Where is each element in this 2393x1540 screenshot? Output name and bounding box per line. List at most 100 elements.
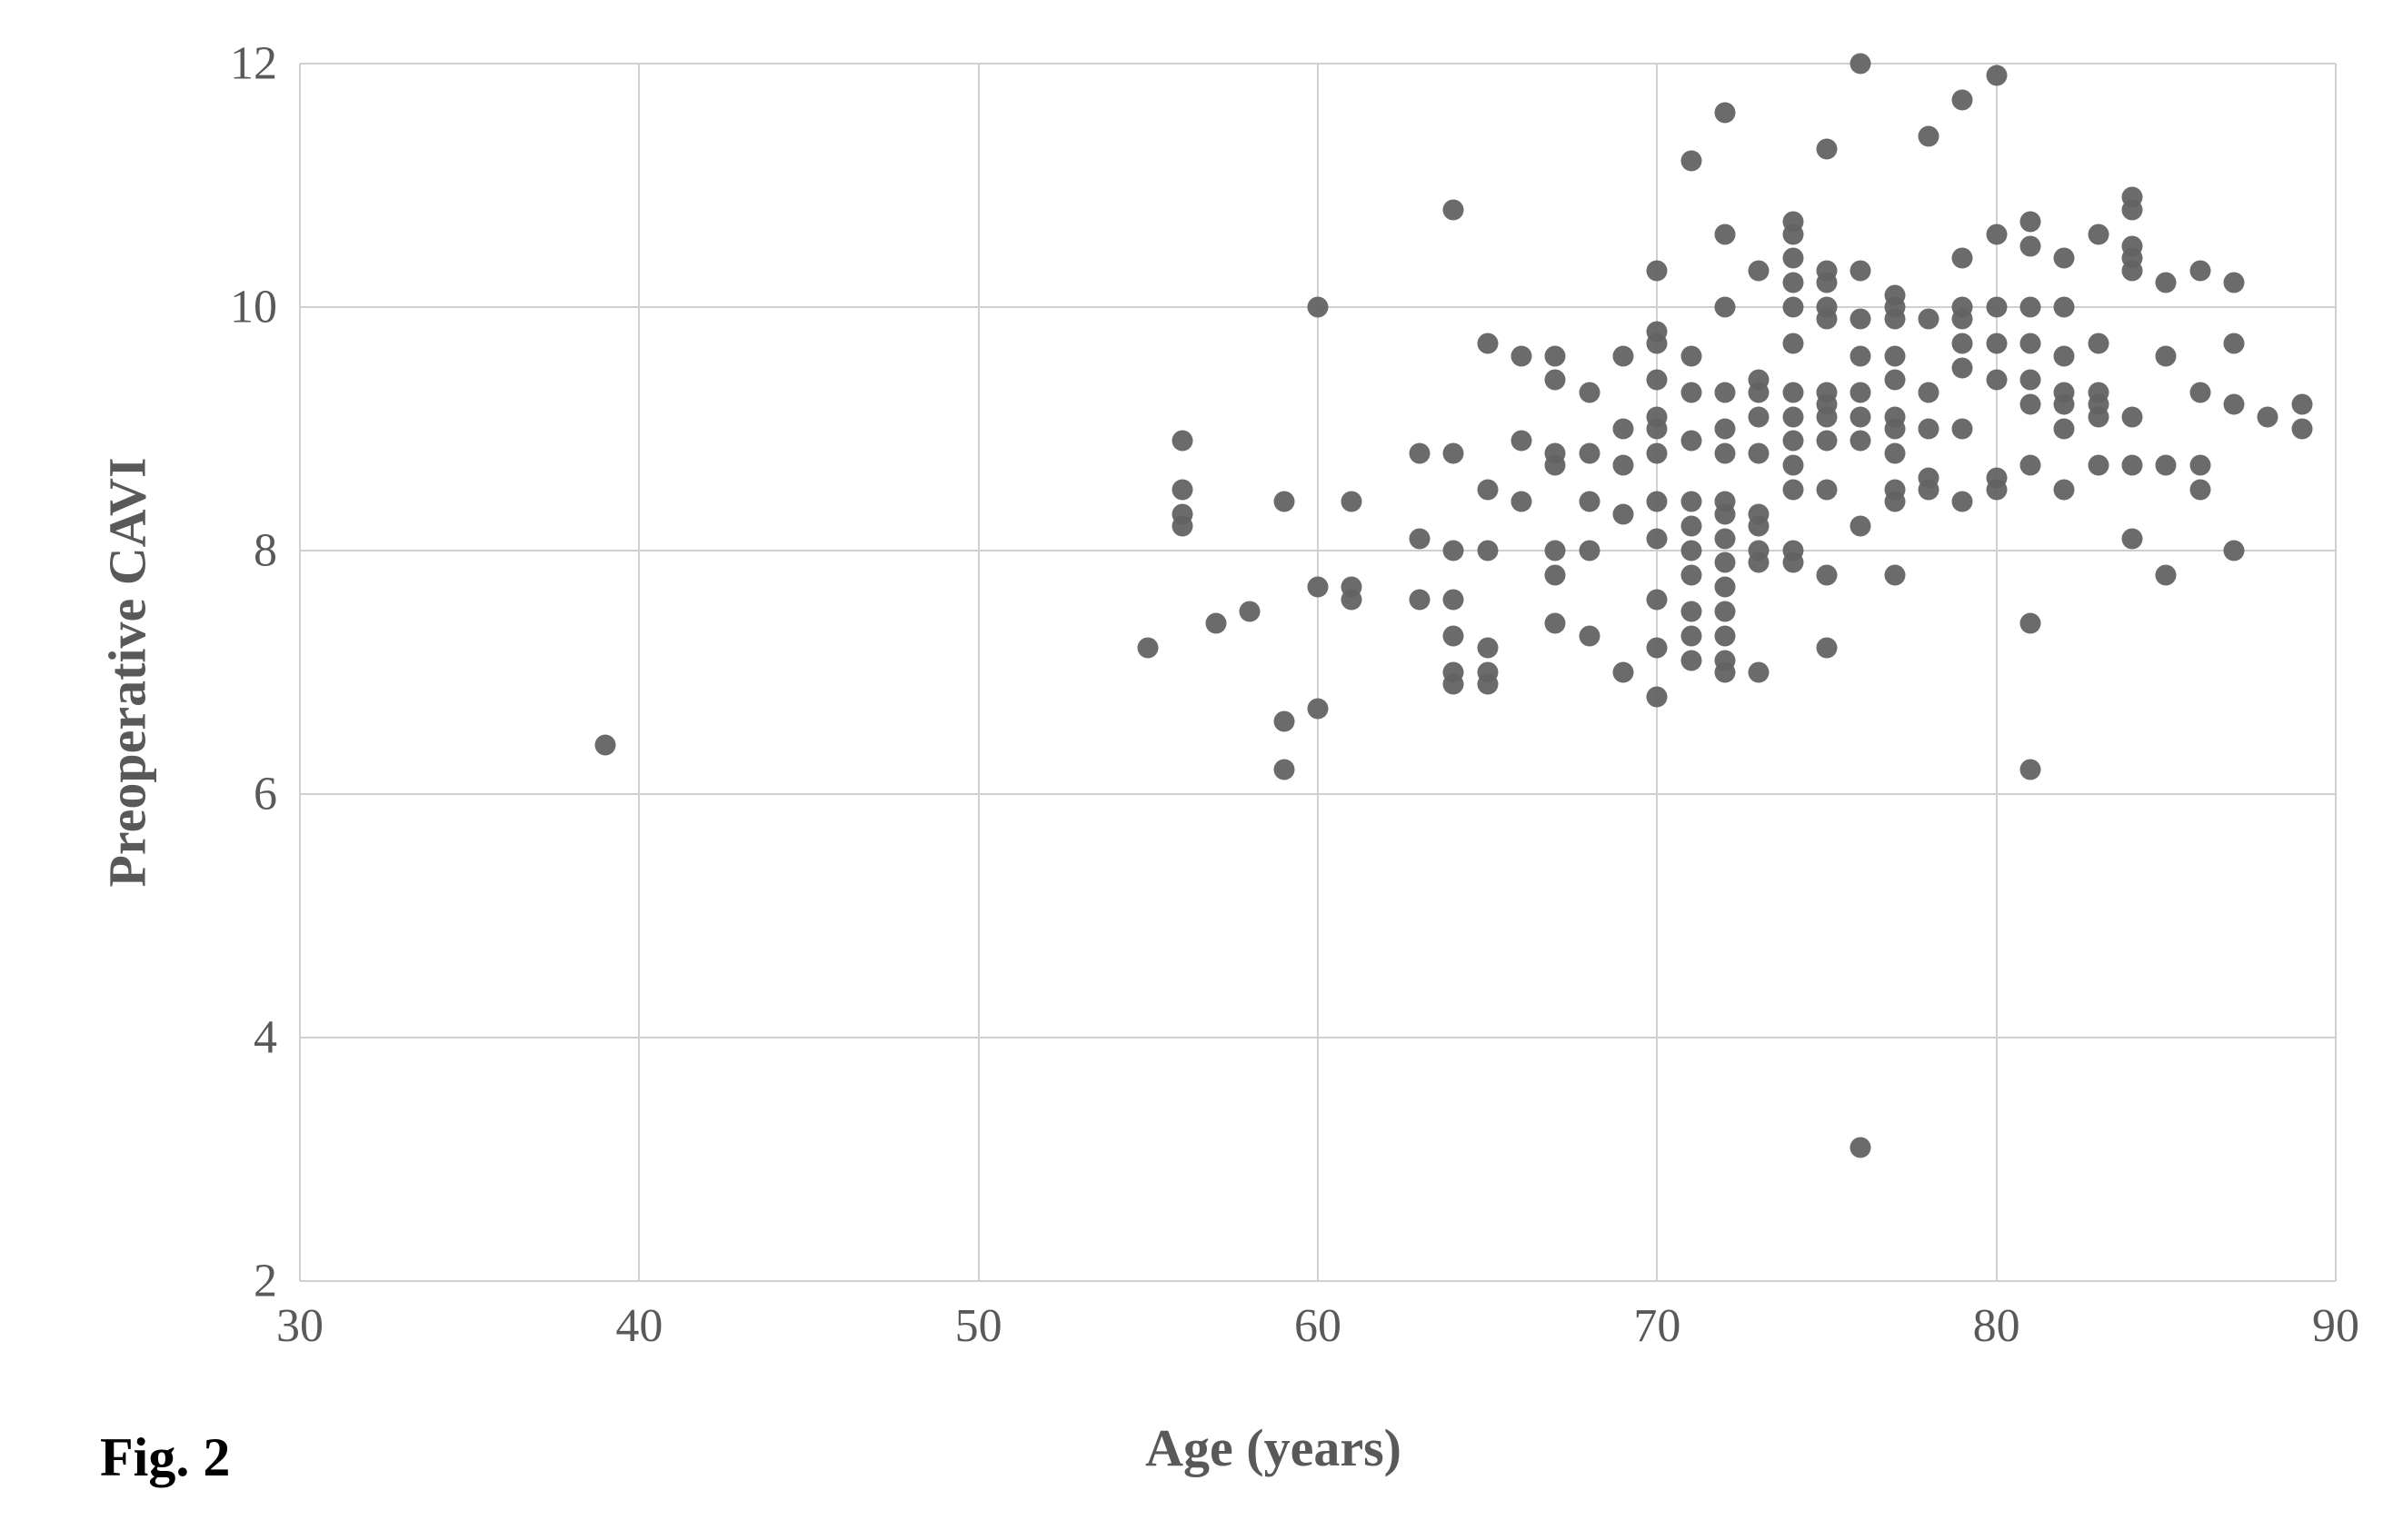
scatter-point	[1850, 260, 1871, 281]
chart-container: Preoperative CAVI Age (years) Fig. 2 304…	[0, 0, 2393, 1540]
scatter-point	[1680, 516, 1701, 537]
scatter-point	[2291, 419, 2312, 440]
scatter-point	[2189, 480, 2210, 501]
scatter-point	[1410, 442, 1431, 463]
scatter-point	[1477, 480, 1498, 501]
scatter-point	[1545, 455, 1566, 476]
scatter-point	[1884, 370, 1905, 391]
scatter-point	[1952, 358, 1973, 379]
scatter-point	[1782, 224, 1803, 244]
scatter-point	[2189, 382, 2210, 402]
scatter-point	[1613, 345, 1634, 366]
scatter-point	[1986, 370, 2007, 391]
scatter-point	[1782, 382, 1803, 402]
scatter-point	[1782, 297, 1803, 318]
scatter-point	[1884, 442, 1905, 463]
scatter-point	[2020, 455, 2041, 476]
scatter-point	[1817, 138, 1838, 159]
scatter-point	[1884, 564, 1905, 585]
scatter-point	[2054, 419, 2075, 440]
scatter-point	[1443, 589, 1464, 610]
scatter-point	[1410, 528, 1431, 549]
scatter-point	[1443, 625, 1464, 646]
scatter-point	[1545, 613, 1566, 634]
scatter-point	[1680, 492, 1701, 512]
scatter-point	[2020, 297, 2041, 318]
scatter-point	[1715, 625, 1736, 646]
scatter-point	[1308, 297, 1329, 318]
scatter-point	[1884, 492, 1905, 512]
scatter-point	[1749, 442, 1770, 463]
scatter-point	[1647, 492, 1668, 512]
scatter-point	[1477, 674, 1498, 695]
scatter-point	[1680, 541, 1701, 561]
scatter-point	[1341, 589, 1362, 610]
scatter-point	[1749, 552, 1770, 573]
scatter-point	[1511, 492, 1532, 512]
scatter-point	[2088, 224, 2109, 244]
scatter-point	[1782, 333, 1803, 354]
scatter-point	[2122, 528, 2143, 549]
scatter-point	[1172, 480, 1192, 501]
scatter-point	[1715, 552, 1736, 573]
scatter-point	[1817, 564, 1838, 585]
scatter-point	[1817, 638, 1838, 659]
scatter-point	[1884, 309, 1905, 330]
scatter-point	[1613, 455, 1634, 476]
scatter-point	[1782, 431, 1803, 452]
grid-hline	[300, 1037, 2336, 1038]
y-tick-label: 10	[230, 281, 277, 334]
scatter-point	[1579, 625, 1600, 646]
scatter-point	[595, 735, 616, 756]
x-tick-label: 80	[1973, 1299, 2020, 1353]
scatter-point	[1715, 102, 1736, 123]
scatter-point	[2020, 370, 2041, 391]
scatter-point	[2020, 394, 2041, 415]
scatter-point	[1647, 686, 1668, 707]
scatter-point	[2156, 564, 2177, 585]
scatter-point	[1919, 309, 1939, 330]
scatter-point	[1273, 760, 1294, 780]
scatter-point	[2224, 273, 2245, 293]
scatter-point	[2020, 760, 2041, 780]
scatter-point	[1884, 419, 1905, 440]
scatter-point	[1952, 90, 1973, 111]
x-tick-label: 40	[615, 1299, 663, 1353]
figure-caption: Fig. 2	[100, 1426, 230, 1489]
scatter-point	[1782, 406, 1803, 427]
scatter-point	[1579, 442, 1600, 463]
scatter-point	[2122, 406, 2143, 427]
scatter-point	[1850, 431, 1871, 452]
y-tick-label: 12	[230, 37, 277, 91]
x-tick-label: 70	[1633, 1299, 1680, 1353]
grid-hline	[300, 793, 2336, 795]
scatter-point	[1647, 638, 1668, 659]
scatter-point	[1715, 419, 1736, 440]
scatter-point	[1817, 480, 1838, 501]
scatter-point	[1647, 321, 1668, 342]
scatter-point	[2020, 236, 2041, 257]
scatter-point	[1884, 345, 1905, 366]
scatter-point	[2054, 248, 2075, 269]
scatter-point	[1715, 382, 1736, 402]
scatter-point	[1579, 492, 1600, 512]
scatter-point	[1817, 406, 1838, 427]
scatter-point	[2054, 394, 2075, 415]
scatter-point	[2020, 212, 2041, 233]
scatter-point	[1919, 480, 1939, 501]
x-tick-label: 90	[2312, 1299, 2359, 1353]
scatter-point	[2189, 455, 2210, 476]
x-tick-label: 60	[1294, 1299, 1341, 1353]
scatter-point	[1749, 516, 1770, 537]
scatter-point	[1782, 480, 1803, 501]
x-axis-line	[300, 1280, 2336, 1282]
y-axis-label: Preoperative CAVI	[97, 457, 158, 887]
scatter-point	[1919, 419, 1939, 440]
y-tick-label: 8	[254, 524, 277, 578]
y-axis-line	[299, 64, 301, 1281]
scatter-point	[1545, 541, 1566, 561]
scatter-point	[1206, 613, 1227, 634]
scatter-point	[1647, 370, 1668, 391]
scatter-point	[1782, 248, 1803, 269]
scatter-point	[1680, 151, 1701, 172]
